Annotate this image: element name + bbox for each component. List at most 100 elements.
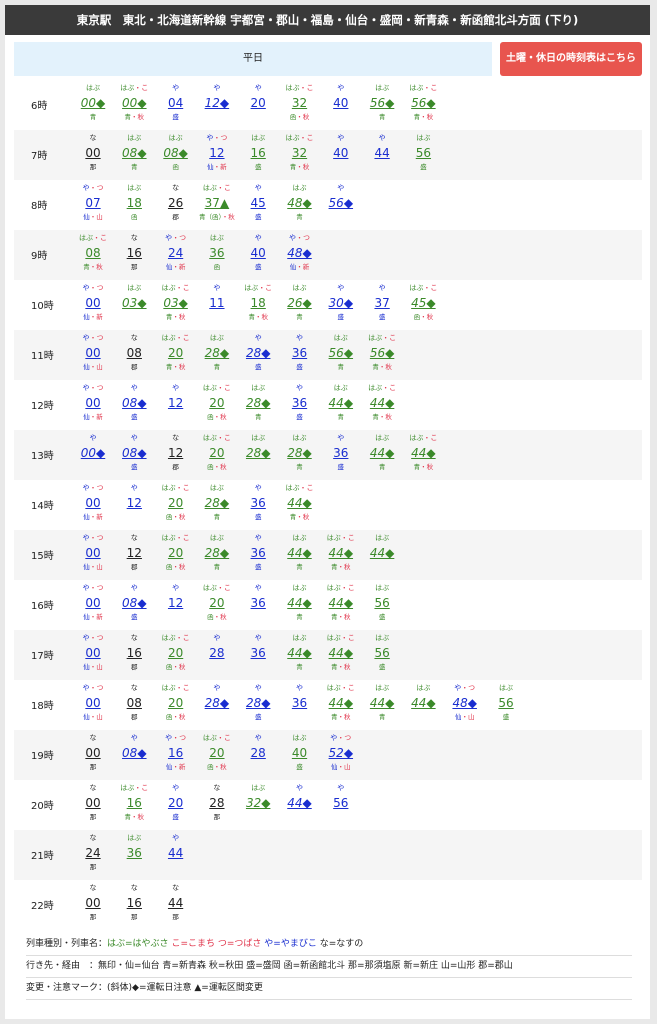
departure-minute[interactable]: 44◆ <box>328 646 354 660</box>
departure-minute[interactable]: 28◆ <box>204 496 230 510</box>
departure[interactable]: や・つ 16 仙・新 <box>151 730 201 780</box>
departure-minute[interactable]: 44◆ <box>411 696 436 710</box>
departure[interactable]: はぶ・こ 20 函・秋 <box>151 480 201 530</box>
departure-minute[interactable]: 20 <box>167 496 184 510</box>
departure[interactable]: や 28 <box>192 630 242 680</box>
departure-minute[interactable]: 00 <box>85 396 101 410</box>
departure-minute[interactable]: 00 <box>85 296 101 310</box>
departure[interactable]: や 11 <box>192 280 242 330</box>
departure[interactable]: や 20 <box>233 80 283 130</box>
departure[interactable]: な 16 郡 <box>109 630 159 680</box>
departure-minute[interactable]: 12 <box>167 446 184 460</box>
departure[interactable]: はぶ 36 函 <box>192 230 242 280</box>
departure[interactable]: はぶ 28◆ 青 <box>192 480 242 530</box>
departure[interactable]: や 40 <box>316 80 366 130</box>
departure[interactable]: はぶ・こ 16 青・秋 <box>109 780 159 830</box>
departure-minute[interactable]: 16 <box>167 746 184 760</box>
departure-minute[interactable]: 36 <box>126 846 142 860</box>
departure-minute[interactable]: 56 <box>374 646 390 660</box>
departure[interactable]: な 12 郡 <box>109 530 159 580</box>
departure[interactable]: はぶ 28◆ 青 <box>275 430 325 480</box>
departure-minute[interactable]: 44◆ <box>287 796 312 810</box>
departure-minute[interactable]: 37 <box>374 296 390 310</box>
departure[interactable]: や・つ 00 仙・新 <box>68 280 118 330</box>
departure-minute[interactable]: 28◆ <box>245 446 271 460</box>
departure-minute[interactable]: 36 <box>250 596 266 610</box>
departure-minute[interactable]: 18 <box>250 296 266 310</box>
departure[interactable]: や・つ 24 仙・新 <box>151 230 201 280</box>
departure-minute[interactable]: 08 <box>85 246 101 260</box>
departure-minute[interactable]: 45◆ <box>411 296 436 310</box>
departure-minute[interactable]: 08◆ <box>122 746 147 760</box>
departure-minute[interactable]: 28◆ <box>245 346 271 360</box>
departure-minute[interactable]: 40 <box>333 96 349 110</box>
departure[interactable]: はぶ・こ 32 青・秋 <box>275 130 325 180</box>
departure[interactable]: はぶ 28◆ 青 <box>192 530 242 580</box>
departure-minute[interactable]: 44◆ <box>369 546 395 560</box>
departure[interactable]: な 08 郡 <box>109 680 159 730</box>
departure-minute[interactable]: 37▲ <box>204 196 230 210</box>
departure[interactable]: はぶ 00◆ 青 <box>68 80 118 130</box>
departure[interactable]: はぶ 08◆ 函 <box>151 130 201 180</box>
departure-minute[interactable]: 20 <box>167 696 184 710</box>
departure[interactable]: な 16 那 <box>109 880 159 930</box>
departure-minute[interactable]: 28 <box>209 646 225 660</box>
departure-minute[interactable]: 16 <box>126 246 142 260</box>
departure[interactable]: や 28 <box>233 730 283 780</box>
departure-minute[interactable]: 32◆ <box>245 796 271 810</box>
departure[interactable]: はぶ 44◆ 青 <box>275 580 325 630</box>
departure-minute[interactable]: 12 <box>167 596 184 610</box>
departure-minute[interactable]: 12 <box>209 146 225 160</box>
departure-minute[interactable]: 00 <box>85 346 101 360</box>
departure[interactable]: な 00 那 <box>68 730 118 780</box>
departure-minute[interactable]: 24 <box>167 246 184 260</box>
departure-minute[interactable]: 40 <box>250 246 266 260</box>
departure[interactable]: や 36 盛 <box>233 480 283 530</box>
departure[interactable]: はぶ 40 盛 <box>275 730 325 780</box>
departure-minute[interactable]: 40 <box>333 146 349 160</box>
departure[interactable]: はぶ・こ 00◆ 青・秋 <box>109 80 159 130</box>
departure[interactable]: や 20 盛 <box>151 780 201 830</box>
departure[interactable]: や 30◆ 盛 <box>316 280 366 330</box>
departure[interactable]: はぶ 56◆ 青 <box>357 80 407 130</box>
departure[interactable]: な 00 那 <box>68 880 118 930</box>
departure[interactable]: はぶ・こ 20 函・秋 <box>192 730 242 780</box>
departure-minute[interactable]: 48◆ <box>287 246 312 260</box>
departure[interactable]: や・つ 48◆ 仙・山 <box>440 680 490 730</box>
departure-minute[interactable]: 12 <box>167 396 184 410</box>
departure-minute[interactable]: 08 <box>126 696 142 710</box>
departure[interactable]: はぶ・こ 45◆ 函・秋 <box>398 280 448 330</box>
departure-minute[interactable]: 52◆ <box>328 746 354 760</box>
departure[interactable]: はぶ 16 盛 <box>233 130 283 180</box>
departure-minute[interactable]: 12◆ <box>204 96 230 110</box>
departure-minute[interactable]: 32 <box>291 96 308 110</box>
departure-minute[interactable]: 28◆ <box>287 446 312 460</box>
departure-minute[interactable]: 00 <box>85 146 101 160</box>
departure[interactable]: はぶ・こ 44◆ 青・秋 <box>316 630 366 680</box>
departure-minute[interactable]: 44 <box>374 146 390 160</box>
departure[interactable]: はぶ・こ 32 函・秋 <box>275 80 325 130</box>
departure[interactable]: はぶ・こ 44◆ 青・秋 <box>316 580 366 630</box>
departure[interactable]: はぶ 56◆ 青 <box>316 330 366 380</box>
departure[interactable]: や 40 <box>316 130 366 180</box>
departure[interactable]: な 26 郡 <box>151 180 201 230</box>
departure-minute[interactable]: 36 <box>291 696 308 710</box>
departure-minute[interactable]: 44◆ <box>369 696 395 710</box>
departure-minute[interactable]: 44 <box>167 896 184 910</box>
departure-minute[interactable]: 48◆ <box>452 696 477 710</box>
departure-minute[interactable]: 56 <box>374 596 390 610</box>
departure-minute[interactable]: 30◆ <box>328 296 354 310</box>
departure[interactable]: はぶ・こ 03◆ 青・秋 <box>151 280 201 330</box>
departure-minute[interactable]: 40 <box>291 746 308 760</box>
departure-minute[interactable]: 08◆ <box>122 596 147 610</box>
departure-minute[interactable]: 20 <box>209 396 225 410</box>
departure[interactable]: や・つ 00 仙・山 <box>68 530 118 580</box>
departure-minute[interactable]: 03◆ <box>122 296 147 310</box>
departure[interactable]: はぶ 56 盛 <box>357 630 407 680</box>
departure[interactable]: はぶ 44◆ 青 <box>316 380 366 430</box>
departure[interactable]: はぶ・こ 20 函・秋 <box>192 580 242 630</box>
departure[interactable]: や 04 盛 <box>151 80 201 130</box>
departure[interactable]: な 44 那 <box>151 880 201 930</box>
departure-minute[interactable]: 12 <box>126 546 142 560</box>
departure[interactable]: や 28◆ <box>192 680 242 730</box>
